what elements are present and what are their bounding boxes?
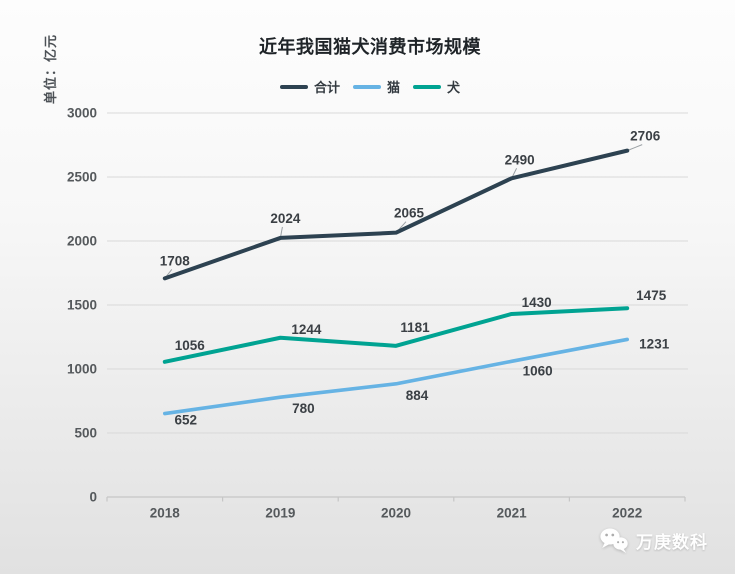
wechat-icon — [600, 528, 628, 553]
legend-label-total: 合计 — [313, 80, 340, 95]
x-tick-label: 2020 — [381, 506, 411, 521]
y-tick-label: 2000 — [67, 234, 97, 249]
legend-label-cat: 猫 — [386, 80, 400, 95]
data-label-cat: 780 — [292, 401, 315, 416]
legend-item-dog: 犬 — [413, 77, 460, 96]
x-tick-label: 2022 — [612, 506, 642, 521]
data-label-dog: 1244 — [291, 322, 322, 337]
legend-item-total: 合计 — [279, 77, 340, 96]
series-line-total — [162, 148, 630, 281]
y-tick-label: 1000 — [67, 362, 97, 377]
brand-name: 万庚数科 — [636, 533, 708, 552]
y-tick-label: 3000 — [67, 106, 97, 121]
y-tick-label: 500 — [74, 426, 97, 441]
data-label-total: 2065 — [394, 206, 425, 221]
x-tick-label: 2018 — [150, 506, 181, 521]
data-label-cat: 652 — [175, 413, 198, 428]
series-line-cat — [163, 337, 630, 416]
y-tick-label: 1500 — [67, 298, 97, 313]
data-label-dog: 1056 — [175, 338, 206, 353]
x-tick-label: 2019 — [265, 506, 295, 521]
leader-line — [627, 144, 643, 152]
brand-watermark: 万庚数科 — [599, 527, 708, 554]
data-label-total: 1708 — [160, 253, 191, 268]
data-label-cat: 1231 — [639, 336, 670, 351]
series-line-dog — [162, 306, 630, 364]
legend-label-dog: 犬 — [447, 80, 461, 95]
data-label-cat: 1060 — [523, 363, 553, 378]
data-label-dog: 1430 — [522, 295, 552, 310]
legend: 合计 猫 犬 — [30, 77, 710, 96]
data-label-total: 2490 — [505, 152, 535, 167]
legend-swatch-total — [279, 84, 308, 89]
data-label-dog: 1181 — [400, 320, 430, 335]
legend-item-cat: 猫 — [352, 77, 400, 96]
y-tick-label: 2500 — [67, 170, 97, 185]
chart-title: 近年我国猫犬消费市场规模 — [259, 37, 481, 57]
data-label-cat: 884 — [406, 388, 429, 403]
data-label-dog: 1475 — [636, 288, 667, 303]
y-tick-label: 0 — [89, 490, 97, 505]
data-label-total: 2024 — [270, 211, 301, 226]
legend-swatch-cat — [352, 84, 381, 89]
data-label-total: 2706 — [630, 129, 661, 144]
legend-swatch-dog — [413, 84, 441, 89]
x-tick-label: 2021 — [497, 506, 528, 521]
